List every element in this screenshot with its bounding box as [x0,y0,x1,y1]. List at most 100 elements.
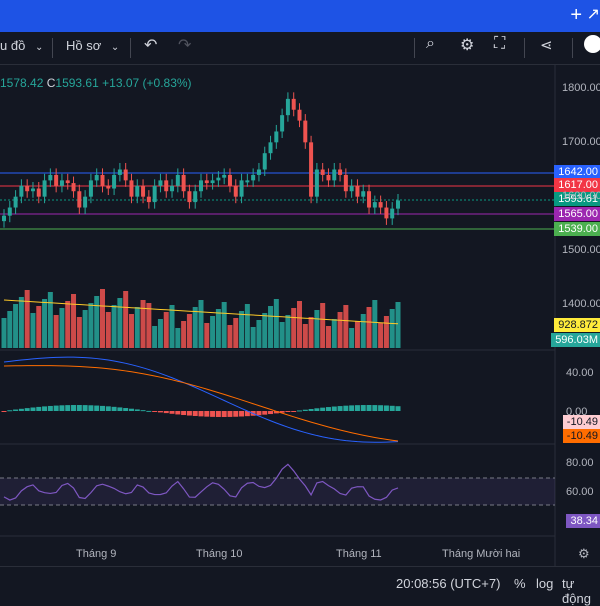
macd-histogram-bar [24,408,30,411]
macd-histogram-bar [198,411,204,417]
macd-signal-line [3,365,399,442]
time-axis-label: Tháng 10 [196,548,243,560]
time-axis-label: Tháng 11 [336,548,382,560]
candle [106,185,111,189]
profile-dropdown[interactable]: Hồ sơ ⌄ [66,38,119,53]
price-tick-label: 1700.00 [562,136,600,148]
bottom-bar: 20:08:56 (UTC+7) % log tự động [0,566,600,606]
candle [164,180,169,192]
volume-bar [331,319,337,348]
macd-histogram-bar [117,407,123,411]
chart-type-label: u đồ [0,38,26,53]
macd-histogram-bar [389,405,395,411]
volume-bar [42,299,48,348]
redo-icon[interactable]: ↷ [178,37,192,54]
candle [94,174,99,181]
volume-bar [134,307,140,348]
volume-bar [325,326,331,348]
macd-histogram-bar [383,405,389,411]
undo-icon[interactable]: ↶ [144,37,158,54]
ohlc-legend: 1578.42 C1593.61 +13.07 (+0.83%) [0,76,192,90]
candle [210,180,215,184]
macd-histogram-bar [157,411,163,413]
volume-bar [337,312,343,348]
volume-bar [53,315,59,348]
volume-bar [297,301,302,348]
volume-bar [36,306,42,348]
volume-bar [244,304,250,348]
volume-bar [146,303,152,348]
clock-time[interactable]: 20:08:56 (UTC+7) [396,576,501,591]
candle [297,109,302,121]
volume-bar [343,305,349,348]
candle [112,174,117,189]
price-tag: 1642.00 [554,165,600,179]
volume-bar [163,312,169,348]
candle [158,180,163,186]
macd-histogram-bar [186,411,192,416]
macd-histogram-bar [256,411,262,416]
candle [262,153,267,170]
volume-bar [7,311,13,348]
volume-bar [181,321,187,348]
volume-bar [395,302,401,348]
volume-bar [65,301,71,348]
ohlc-open: 1578.42 [0,76,44,90]
chart-type-dropdown[interactable]: u đồ ⌄ [0,38,43,53]
volume-bar [291,308,297,348]
toolbar-divider [414,38,415,58]
macd-histogram-bar [337,406,343,411]
percent-toggle[interactable]: % [514,576,526,591]
rsi-band [0,478,555,505]
ohlc-change: +13.07 (+0.83%) [102,76,192,90]
macd-histogram-bar [82,405,88,411]
chart-toolbar: u đồ ⌄ Hồ sơ ⌄ ↶ ↷ ⌕ ⚙ ⛶ ⋖ [0,32,600,65]
publish-icon[interactable] [584,35,600,53]
macd-histogram-bar [354,405,360,411]
screenshot-search-icon[interactable]: ⌕ [426,35,435,52]
macd-histogram-bar [192,411,198,416]
time-axis-label: Tháng Mười hai [442,548,521,560]
volume-bar [210,316,216,348]
candle [77,191,82,208]
volume-bar [308,317,314,348]
volume-bar [221,302,227,348]
log-toggle[interactable]: log [536,576,554,591]
candle [332,169,337,181]
macd-histogram-bar [1,411,7,412]
candle [193,191,198,203]
macd-histogram-bar [59,405,65,411]
price-tag: 928.872 [554,318,600,332]
gear-icon[interactable]: ⚙ [460,37,475,54]
candle [390,208,395,219]
volume-bar [13,304,19,348]
candle [326,174,331,181]
candle [256,169,261,175]
candle [59,180,64,186]
macd-tag: -10.49 [562,415,600,429]
fullscreen-icon[interactable]: ⛶ [494,35,506,52]
candle [274,131,279,143]
volume-bar [24,290,30,348]
chart-canvas[interactable] [0,64,600,566]
macd-histogram-bar [343,405,349,411]
toolbar-divider [130,38,131,58]
volume-bar [192,307,198,348]
volume-bar [140,300,146,348]
candle [100,174,105,186]
share-icon[interactable]: ⋖ [540,37,553,54]
candle [251,174,256,181]
volume-bar [262,313,268,348]
candle [187,191,192,203]
new-tab-icon[interactable]: + [570,4,582,26]
volume-bar [18,297,24,348]
price-tag: 1565.00 [554,207,600,221]
expand-icon[interactable]: ↗ [586,6,600,23]
candle [268,142,273,154]
macd-histogram-bar [88,405,94,411]
auto-toggle[interactable]: tự động [562,576,591,606]
candle [48,174,53,181]
rsi-line [3,463,399,501]
ohlc-close-prefix: C [46,76,56,90]
volume-bar [256,320,262,348]
